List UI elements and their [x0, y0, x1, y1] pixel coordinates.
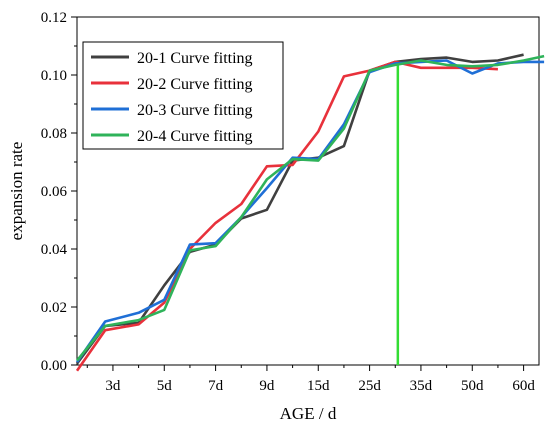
x-tick-label: 60d — [512, 378, 535, 394]
x-tick-label: 25d — [358, 378, 381, 394]
y-tick-label: 0.12 — [41, 10, 67, 26]
x-axis-title: AGE / d — [280, 404, 337, 423]
x-tick-label: 35d — [410, 378, 433, 394]
x-tick-label: 9d — [259, 378, 275, 394]
y-tick-label: 0.02 — [41, 300, 67, 316]
series-group — [75, 53, 545, 372]
x-tick-label: 7d — [208, 378, 224, 394]
y-axis-title: expansion rate — [7, 142, 26, 241]
legend: 20-1 Curve fitting 20-2 Curve fitting 20-3… — [82, 41, 284, 150]
series-line-4 — [75, 54, 545, 362]
x-tick-label: 15d — [307, 378, 330, 394]
x-axis: 3d 5d 7d 9d 15d 25d 35d 50d 60d — [86, 365, 535, 394]
legend-label-3: 20-3 Curve fitting — [137, 102, 253, 119]
y-tick-label: 0.00 — [41, 358, 67, 374]
series-line-2 — [75, 60, 498, 372]
x-tick-label: 5d — [157, 378, 173, 394]
x-tick-label: 3d — [105, 378, 121, 394]
y-tick-label: 0.10 — [41, 68, 67, 84]
legend-label-2: 20-2 Curve fitting — [137, 76, 253, 93]
y-tick-label: 0.08 — [41, 126, 67, 142]
y-tick-label: 0.04 — [41, 242, 68, 258]
legend-label-1: 20-1 Curve fitting — [137, 50, 253, 67]
legend-box — [82, 41, 284, 150]
y-axis: 0.00 0.02 0.04 0.06 0.08 0.10 0.12 — [41, 10, 77, 374]
legend-label-4: 20-4 Curve fitting — [137, 128, 253, 145]
x-tick-label: 50d — [461, 378, 484, 394]
y-tick-label: 0.06 — [41, 184, 68, 200]
